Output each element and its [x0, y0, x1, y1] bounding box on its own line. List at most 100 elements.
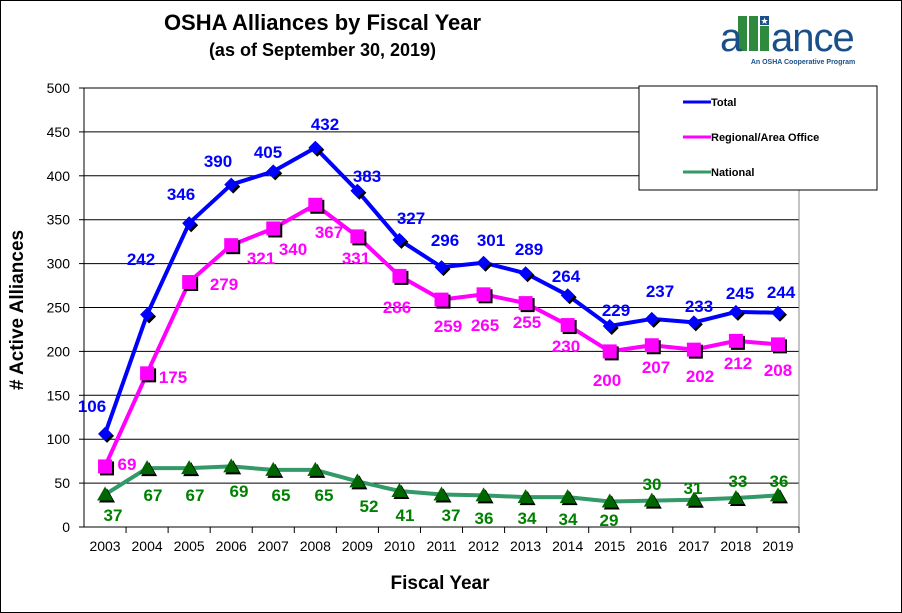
data-label: 383: [353, 167, 381, 186]
y-tick-label: 0: [62, 519, 70, 535]
data-label: 69: [230, 482, 249, 501]
diamond-marker: [98, 426, 113, 441]
diamond-marker: [266, 164, 281, 179]
x-axis-label: Fiscal Year: [391, 573, 491, 594]
diamond-marker: [392, 232, 407, 247]
triangle-marker: [349, 473, 366, 488]
x-tick-label: 2005: [174, 538, 205, 554]
chart-title: OSHA Alliances by Fiscal Year: [163, 10, 482, 35]
legend-label: National: [711, 167, 754, 179]
y-axis-label: # Active Alliances: [7, 230, 28, 390]
triangle-marker: [769, 487, 786, 502]
triangle-marker: [97, 486, 114, 501]
diamond-marker: [350, 183, 365, 198]
data-label: 237: [646, 282, 674, 301]
y-tick-label: 100: [47, 431, 71, 447]
data-label: 340: [279, 240, 307, 259]
square-marker: [140, 366, 155, 381]
square-marker: [770, 337, 785, 352]
diamond-marker: [728, 304, 743, 319]
data-label: 65: [272, 486, 291, 505]
data-label: 36: [475, 509, 494, 528]
data-label: 33: [729, 472, 748, 491]
triangle-marker: [181, 460, 198, 475]
legend-label: Total: [711, 97, 736, 109]
data-label: 212: [724, 354, 752, 373]
data-label: 432: [311, 115, 339, 134]
y-tick-label: 400: [47, 168, 71, 184]
square-marker: [686, 342, 701, 357]
y-tick-label: 250: [47, 300, 71, 316]
square-marker: [644, 338, 659, 353]
x-tick-label: 2012: [468, 538, 499, 554]
y-tick-label: 350: [47, 212, 71, 228]
triangle-marker: [517, 489, 534, 504]
data-label: 208: [764, 361, 792, 380]
x-tick-label: 2017: [678, 538, 709, 554]
diamond-marker: [560, 288, 575, 303]
x-tick-label: 2013: [510, 538, 541, 554]
y-tick-label: 200: [47, 343, 71, 359]
square-marker: [182, 275, 197, 290]
data-label: 390: [204, 152, 232, 171]
square-marker: [266, 221, 281, 236]
data-label: 41: [396, 506, 415, 525]
data-label: 245: [726, 284, 754, 303]
x-tick-label: 2019: [762, 538, 793, 554]
data-label: 229: [602, 301, 630, 320]
square-marker: [728, 333, 743, 348]
y-tick-label: 300: [47, 256, 71, 272]
x-tick-label: 2004: [132, 538, 163, 554]
data-label: 36: [770, 472, 789, 491]
data-label: 346: [167, 185, 195, 204]
data-label: 244: [767, 283, 796, 302]
square-marker: [560, 318, 575, 333]
triangle-marker: [643, 492, 660, 507]
data-label: 106: [78, 397, 106, 416]
square-marker: [308, 197, 323, 212]
x-tick-label: 2003: [89, 538, 120, 554]
data-label: 230: [552, 337, 580, 356]
diamond-marker: [644, 311, 659, 326]
chart-subtitle: (as of September 30, 2019): [208, 40, 437, 60]
y-tick-label: 500: [47, 80, 71, 96]
diamond-marker: [224, 177, 239, 192]
data-label: 67: [186, 486, 205, 505]
diamond-marker: [140, 307, 155, 322]
data-label: 286: [383, 298, 411, 317]
triangle-marker: [601, 493, 618, 508]
square-marker: [98, 459, 113, 474]
data-label: 233: [685, 297, 713, 316]
square-marker: [350, 229, 365, 244]
data-label: 67: [144, 486, 163, 505]
legend-label: Regional/Area Office: [711, 132, 819, 144]
data-label: 331: [342, 249, 370, 268]
x-tick-label: 2016: [636, 538, 667, 554]
data-label: 255: [513, 313, 541, 332]
triangle-marker: [391, 483, 408, 498]
data-label: 289: [515, 240, 543, 259]
square-marker: [434, 292, 449, 307]
diamond-marker: [686, 315, 701, 330]
y-tick-label: 150: [47, 387, 71, 403]
triangle-marker: [433, 486, 450, 501]
data-label: 65: [315, 486, 334, 505]
x-tick-label: 2010: [384, 538, 415, 554]
data-label: 279: [210, 275, 238, 294]
square-marker: [392, 268, 407, 283]
data-label: 37: [442, 506, 461, 525]
triangle-marker: [559, 489, 576, 504]
triangle-marker: [727, 490, 744, 505]
square-marker: [602, 344, 617, 359]
data-label: 367: [315, 223, 343, 242]
data-label: 321: [247, 249, 275, 268]
diamond-marker: [770, 305, 785, 320]
x-tick-label: 2007: [258, 538, 289, 554]
diamond-marker: [434, 260, 449, 275]
logo-tagline: An OSHA Cooperative Program: [751, 59, 855, 66]
data-label: 69: [118, 455, 137, 474]
diamond-marker: [308, 140, 323, 155]
y-tick-label: 450: [47, 124, 71, 140]
diamond-marker: [602, 318, 617, 333]
y-tick-label: 50: [54, 475, 70, 491]
